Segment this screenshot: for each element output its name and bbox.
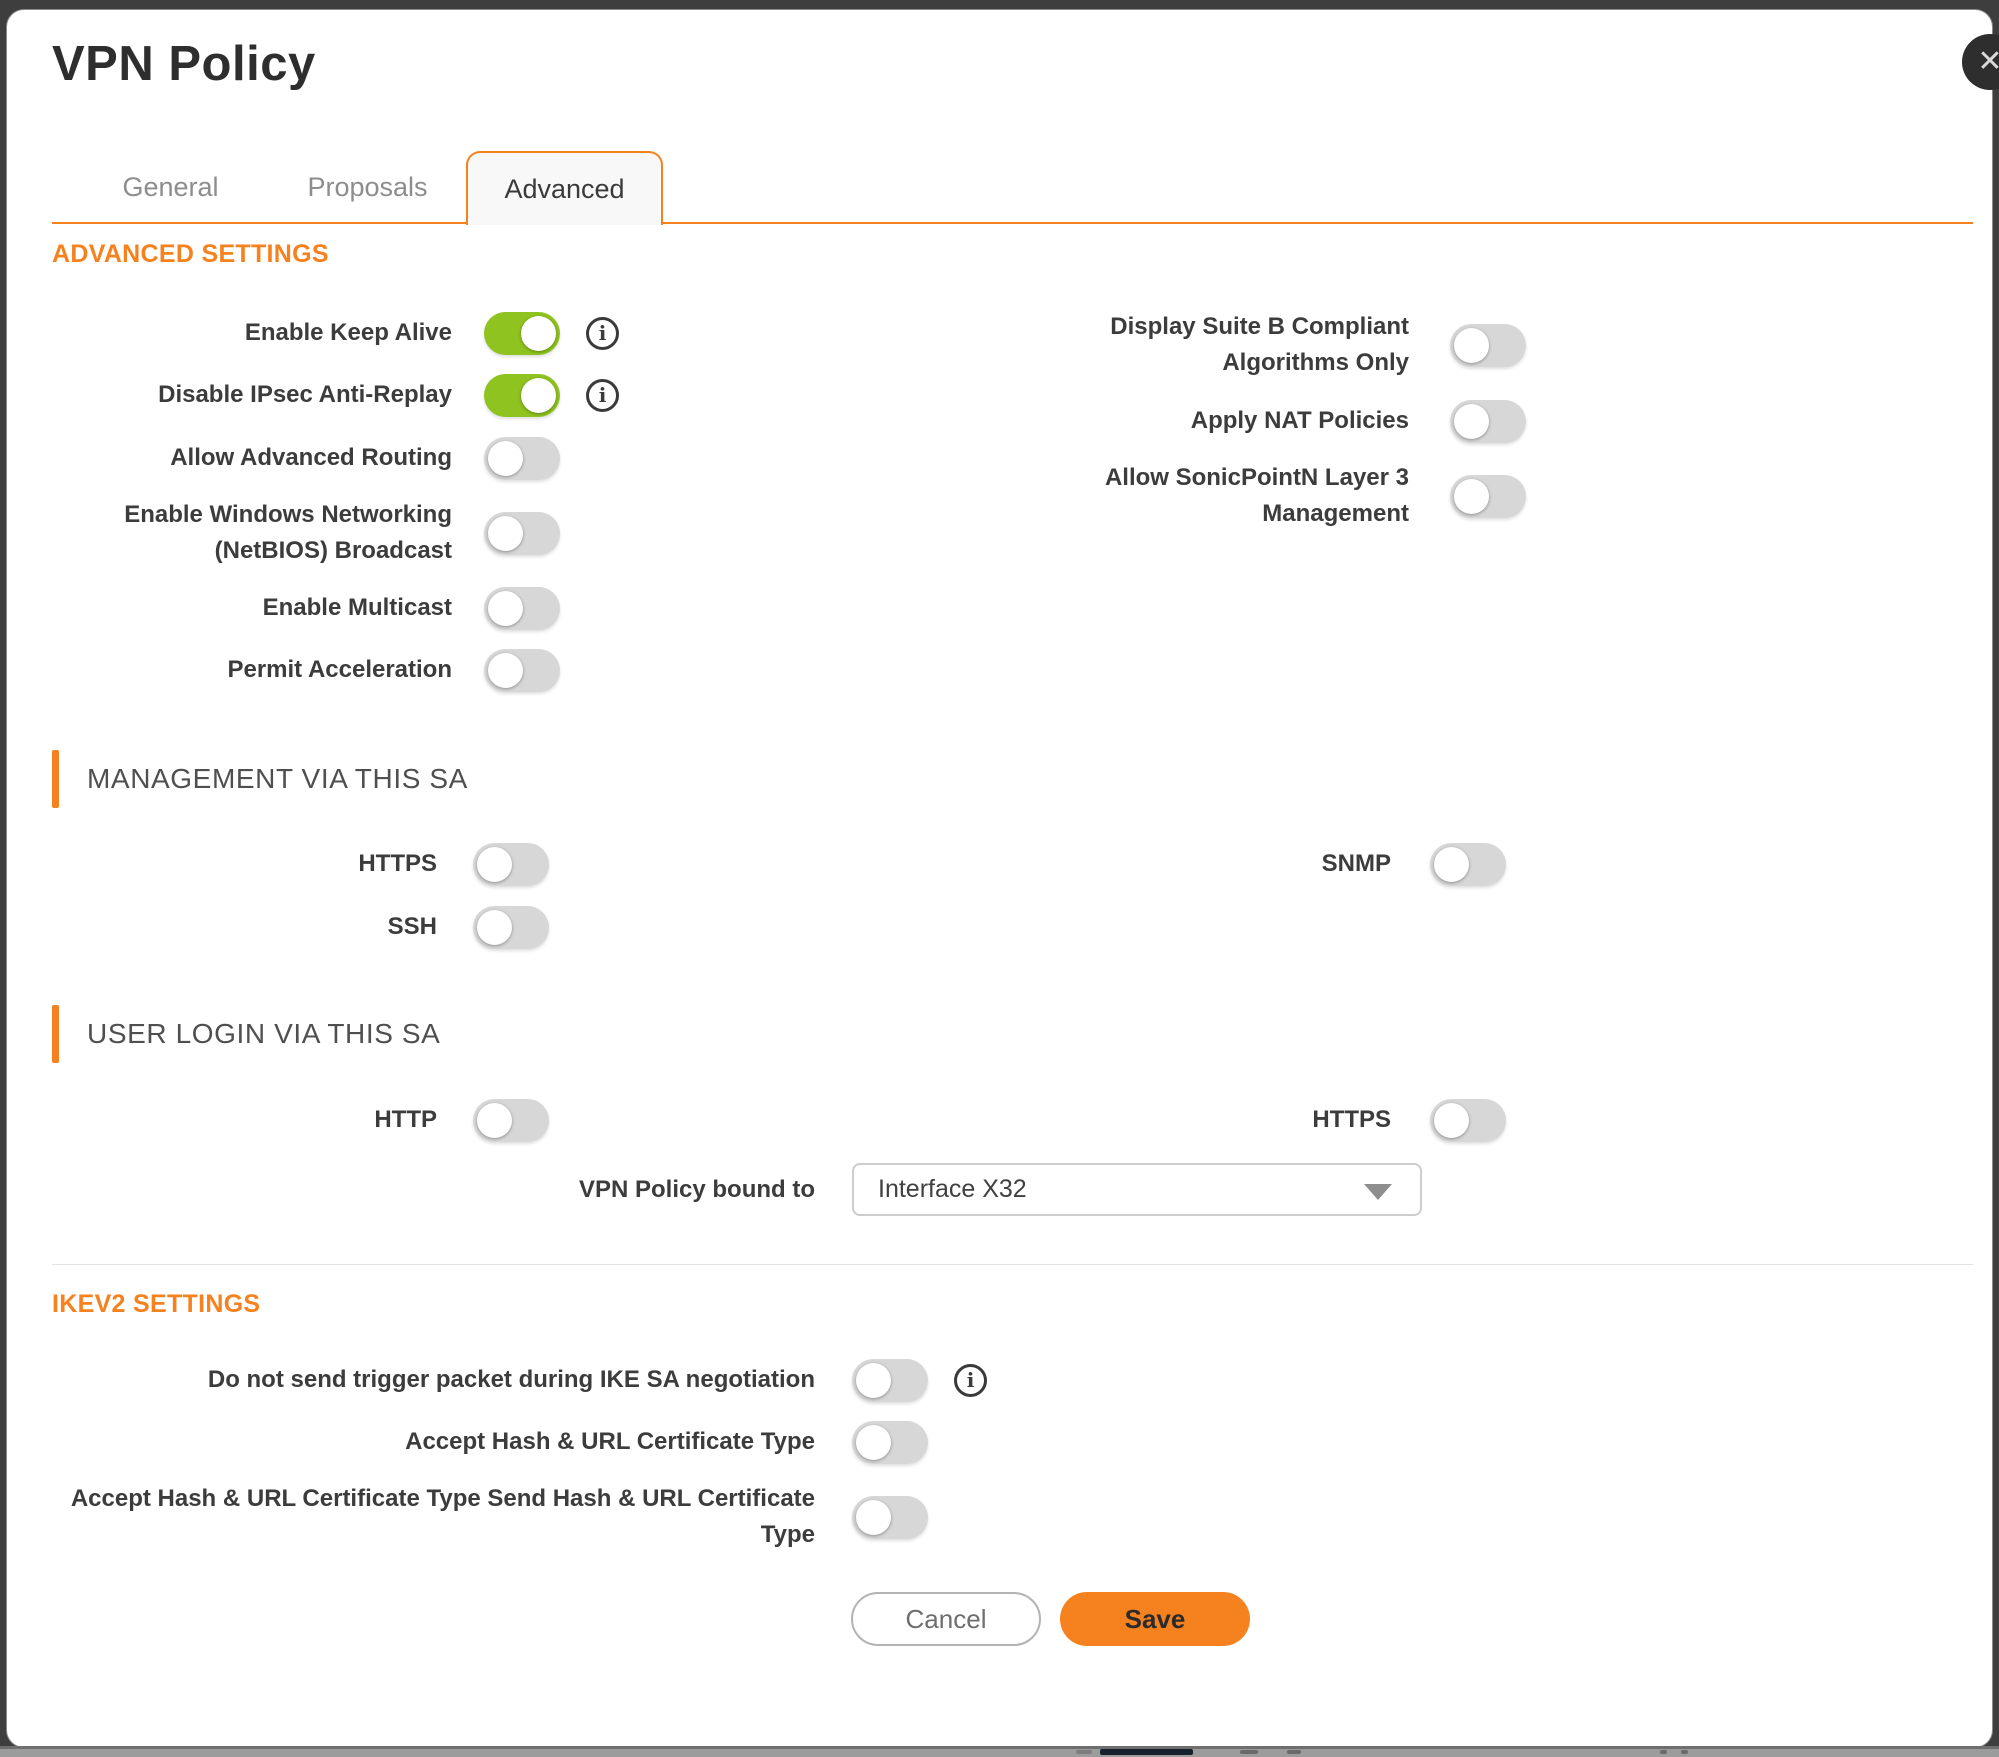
accept-send-hash-url-cert-label: Accept Hash & URL Certificate Type Send … bbox=[70, 1485, 815, 1548]
management-ssh-label: SSH bbox=[387, 913, 437, 940]
tab-general[interactable]: General bbox=[122, 171, 219, 202]
allow-advanced-routing-toggle[interactable] bbox=[484, 436, 560, 480]
permit-acceleration-toggle[interactable] bbox=[484, 648, 560, 692]
info-icon[interactable]: i bbox=[954, 1363, 987, 1397]
background-page-element bbox=[1240, 1750, 1258, 1754]
enable-windows-networking-label: Enable Windows Networking (NetBIOS) Broa… bbox=[124, 501, 452, 564]
no-trigger-packet-label: Do not send trigger packet during IKE SA… bbox=[207, 1366, 815, 1393]
toggle-knob bbox=[1454, 478, 1489, 514]
page-title: VPN Policy bbox=[52, 37, 316, 91]
user-login-http-label: HTTP bbox=[374, 1106, 437, 1133]
toggle-knob bbox=[856, 1424, 891, 1460]
display-suite-b-label: Display Suite B Compliant Algorithms Onl… bbox=[1110, 313, 1409, 376]
background-page-element bbox=[1076, 1750, 1092, 1754]
toggle-knob bbox=[488, 590, 523, 626]
management-sa-heading: MANAGEMENT VIA THIS SA bbox=[52, 750, 468, 808]
close-icon[interactable]: ✕ bbox=[1962, 34, 1999, 90]
tab-advanced[interactable]: Advanced bbox=[466, 151, 663, 225]
allow-advanced-routing-label: Allow Advanced Routing bbox=[170, 444, 452, 471]
toggle-knob bbox=[488, 652, 523, 688]
disable-ipsec-anti-replay-label: Disable IPsec Anti-Replay bbox=[158, 381, 452, 408]
ikev2-settings-heading: IKEV2 SETTINGS bbox=[52, 1290, 261, 1318]
toggle-knob bbox=[477, 846, 512, 882]
allow-sonicpointn-label: Allow SonicPointN Layer 3 Management bbox=[1104, 464, 1409, 527]
apply-nat-policies-label: Apply NAT Policies bbox=[1190, 407, 1409, 434]
chevron-down-icon bbox=[1364, 1184, 1392, 1200]
allow-sonicpointn-toggle[interactable] bbox=[1450, 474, 1526, 518]
user-login-https-toggle[interactable] bbox=[1430, 1098, 1506, 1142]
toggle-knob bbox=[477, 1102, 512, 1138]
toggle-knob bbox=[856, 1362, 891, 1398]
advanced-settings-heading: ADVANCED SETTINGS bbox=[52, 240, 329, 268]
enable-keep-alive-label: Enable Keep Alive bbox=[244, 319, 452, 346]
user-login-https-label: HTTPS bbox=[1312, 1106, 1391, 1133]
toggle-knob bbox=[1454, 403, 1489, 439]
no-trigger-packet-toggle[interactable] bbox=[852, 1358, 928, 1402]
cancel-button[interactable]: Cancel bbox=[851, 1592, 1041, 1646]
background-page-element bbox=[1287, 1750, 1301, 1754]
section-divider bbox=[52, 1264, 1973, 1265]
background-page-edge bbox=[0, 1746, 1999, 1757]
vpn-policy-dialog: VPN Policy General Proposals Advanced AD… bbox=[6, 9, 1993, 1748]
management-snmp-label: SNMP bbox=[1321, 850, 1391, 877]
info-icon[interactable]: i bbox=[586, 316, 619, 350]
display-suite-b-toggle[interactable] bbox=[1450, 323, 1526, 367]
vpn-policy-bound-to-select[interactable]: Interface X32 bbox=[852, 1163, 1422, 1216]
enable-windows-networking-toggle[interactable] bbox=[484, 511, 560, 555]
toggle-knob bbox=[488, 440, 523, 476]
toggle-knob bbox=[477, 909, 512, 945]
accept-hash-url-cert-label: Accept Hash & URL Certificate Type bbox=[405, 1428, 815, 1455]
disable-ipsec-anti-replay-toggle[interactable] bbox=[484, 373, 560, 417]
section-accent-bar bbox=[52, 750, 59, 808]
toggle-knob bbox=[856, 1499, 891, 1535]
toggle-knob bbox=[1434, 1102, 1469, 1138]
management-snmp-toggle[interactable] bbox=[1430, 842, 1506, 886]
management-ssh-toggle[interactable] bbox=[473, 905, 549, 949]
section-accent-bar bbox=[52, 1005, 59, 1063]
user-login-sa-heading: USER LOGIN VIA THIS SA bbox=[52, 1005, 440, 1063]
tab-bar: General Proposals Advanced bbox=[52, 151, 1973, 225]
vpn-policy-bound-to-label: VPN Policy bound to bbox=[578, 1175, 815, 1203]
toggle-knob bbox=[1454, 327, 1489, 363]
toggle-knob bbox=[1434, 846, 1469, 882]
enable-multicast-toggle[interactable] bbox=[484, 586, 560, 630]
info-icon[interactable]: i bbox=[586, 378, 619, 412]
background-page-element bbox=[1660, 1750, 1667, 1754]
background-page-element bbox=[1100, 1749, 1193, 1755]
permit-acceleration-label: Permit Acceleration bbox=[227, 656, 452, 683]
toggle-knob bbox=[521, 315, 556, 351]
enable-multicast-label: Enable Multicast bbox=[262, 594, 452, 621]
tab-proposals[interactable]: Proposals bbox=[307, 171, 428, 202]
toggle-knob bbox=[521, 377, 556, 413]
user-login-http-toggle[interactable] bbox=[473, 1098, 549, 1142]
management-https-label: HTTPS bbox=[358, 850, 437, 877]
selected-interface-value: Interface X32 bbox=[878, 1175, 1027, 1203]
background-page-element bbox=[1681, 1750, 1688, 1754]
management-https-toggle[interactable] bbox=[473, 842, 549, 886]
save-button[interactable]: Save bbox=[1060, 1592, 1250, 1646]
enable-keep-alive-toggle[interactable] bbox=[484, 311, 560, 355]
accept-send-hash-url-cert-toggle[interactable] bbox=[852, 1495, 928, 1539]
accept-hash-url-cert-toggle[interactable] bbox=[852, 1420, 928, 1464]
apply-nat-policies-toggle[interactable] bbox=[1450, 399, 1526, 443]
toggle-knob bbox=[488, 515, 523, 551]
